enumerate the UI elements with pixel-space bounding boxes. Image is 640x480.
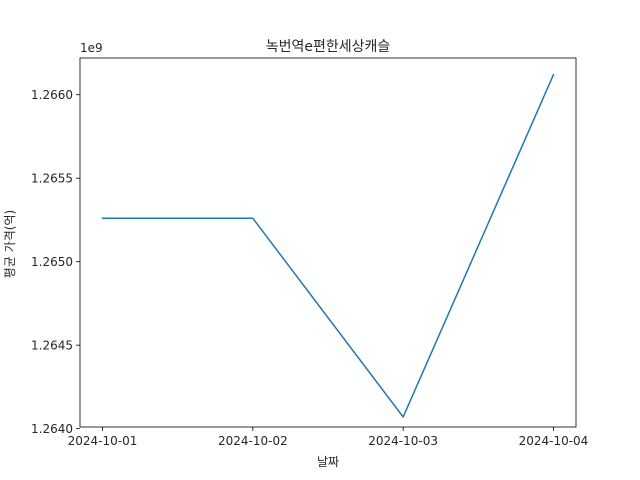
y-axis-title: 평균 가격(억) bbox=[3, 210, 17, 278]
plot-frame bbox=[79, 57, 577, 428]
y-tick-label: 1.2645 bbox=[31, 339, 73, 353]
x-tick-label: 2024-10-04 bbox=[519, 434, 589, 448]
chart-title: 녹번역e편한세상캐슬 bbox=[266, 39, 391, 55]
plot-area: 2024-10-01 2024-10-02 2024-10-03 2024-10-04… bbox=[31, 57, 589, 448]
x-tick-label: 2024-10-03 bbox=[368, 434, 438, 448]
y-tick-label: 1.2640 bbox=[31, 422, 73, 436]
x-axis-title: 날짜 bbox=[317, 455, 339, 469]
y-tick-label: 1.2660 bbox=[31, 88, 73, 102]
x-tick-label: 2024-10-02 bbox=[218, 434, 288, 448]
y-offset-label: 1e9 bbox=[80, 41, 103, 55]
x-tick-label: 2024-10-01 bbox=[68, 434, 138, 448]
series-line-0 bbox=[101, 73, 555, 418]
y-tick-label: 1.2650 bbox=[31, 255, 73, 269]
y-tick-label: 1.2655 bbox=[31, 172, 73, 186]
